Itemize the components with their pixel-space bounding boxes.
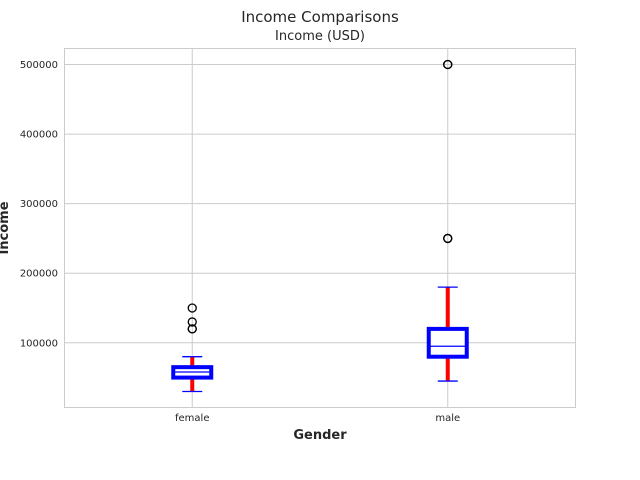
y-axis-ticks: 100000 200000 300000 400000 500000 bbox=[20, 60, 58, 349]
y-tick-label: 400000 bbox=[20, 130, 58, 141]
x-axis-label: Gender bbox=[293, 428, 347, 443]
y-tick-label: 100000 bbox=[20, 338, 58, 349]
outlier-point bbox=[443, 59, 453, 70]
y-tick-label: 200000 bbox=[20, 269, 58, 280]
outlier-point bbox=[187, 303, 197, 313]
y-tick-label: 300000 bbox=[20, 199, 58, 210]
outlier-point bbox=[187, 317, 197, 327]
box-series bbox=[171, 59, 469, 393]
box-female bbox=[171, 303, 214, 393]
outlier-point bbox=[443, 233, 453, 244]
plot-area bbox=[64, 48, 576, 408]
chart-title: Income Comparisons bbox=[241, 8, 399, 26]
plot-frame bbox=[64, 48, 576, 408]
x-tick-label: female bbox=[175, 413, 209, 424]
grid-lines bbox=[64, 48, 576, 408]
y-axis-label: Income bbox=[0, 201, 12, 254]
outlier-point bbox=[187, 324, 197, 334]
iqr-box bbox=[426, 326, 469, 359]
chart-subtitle: Income (USD) bbox=[275, 29, 365, 44]
x-axis-ticks: female male bbox=[175, 413, 460, 424]
box-male bbox=[426, 59, 469, 382]
x-tick-label: male bbox=[435, 413, 460, 424]
y-tick-label: 500000 bbox=[20, 60, 58, 71]
